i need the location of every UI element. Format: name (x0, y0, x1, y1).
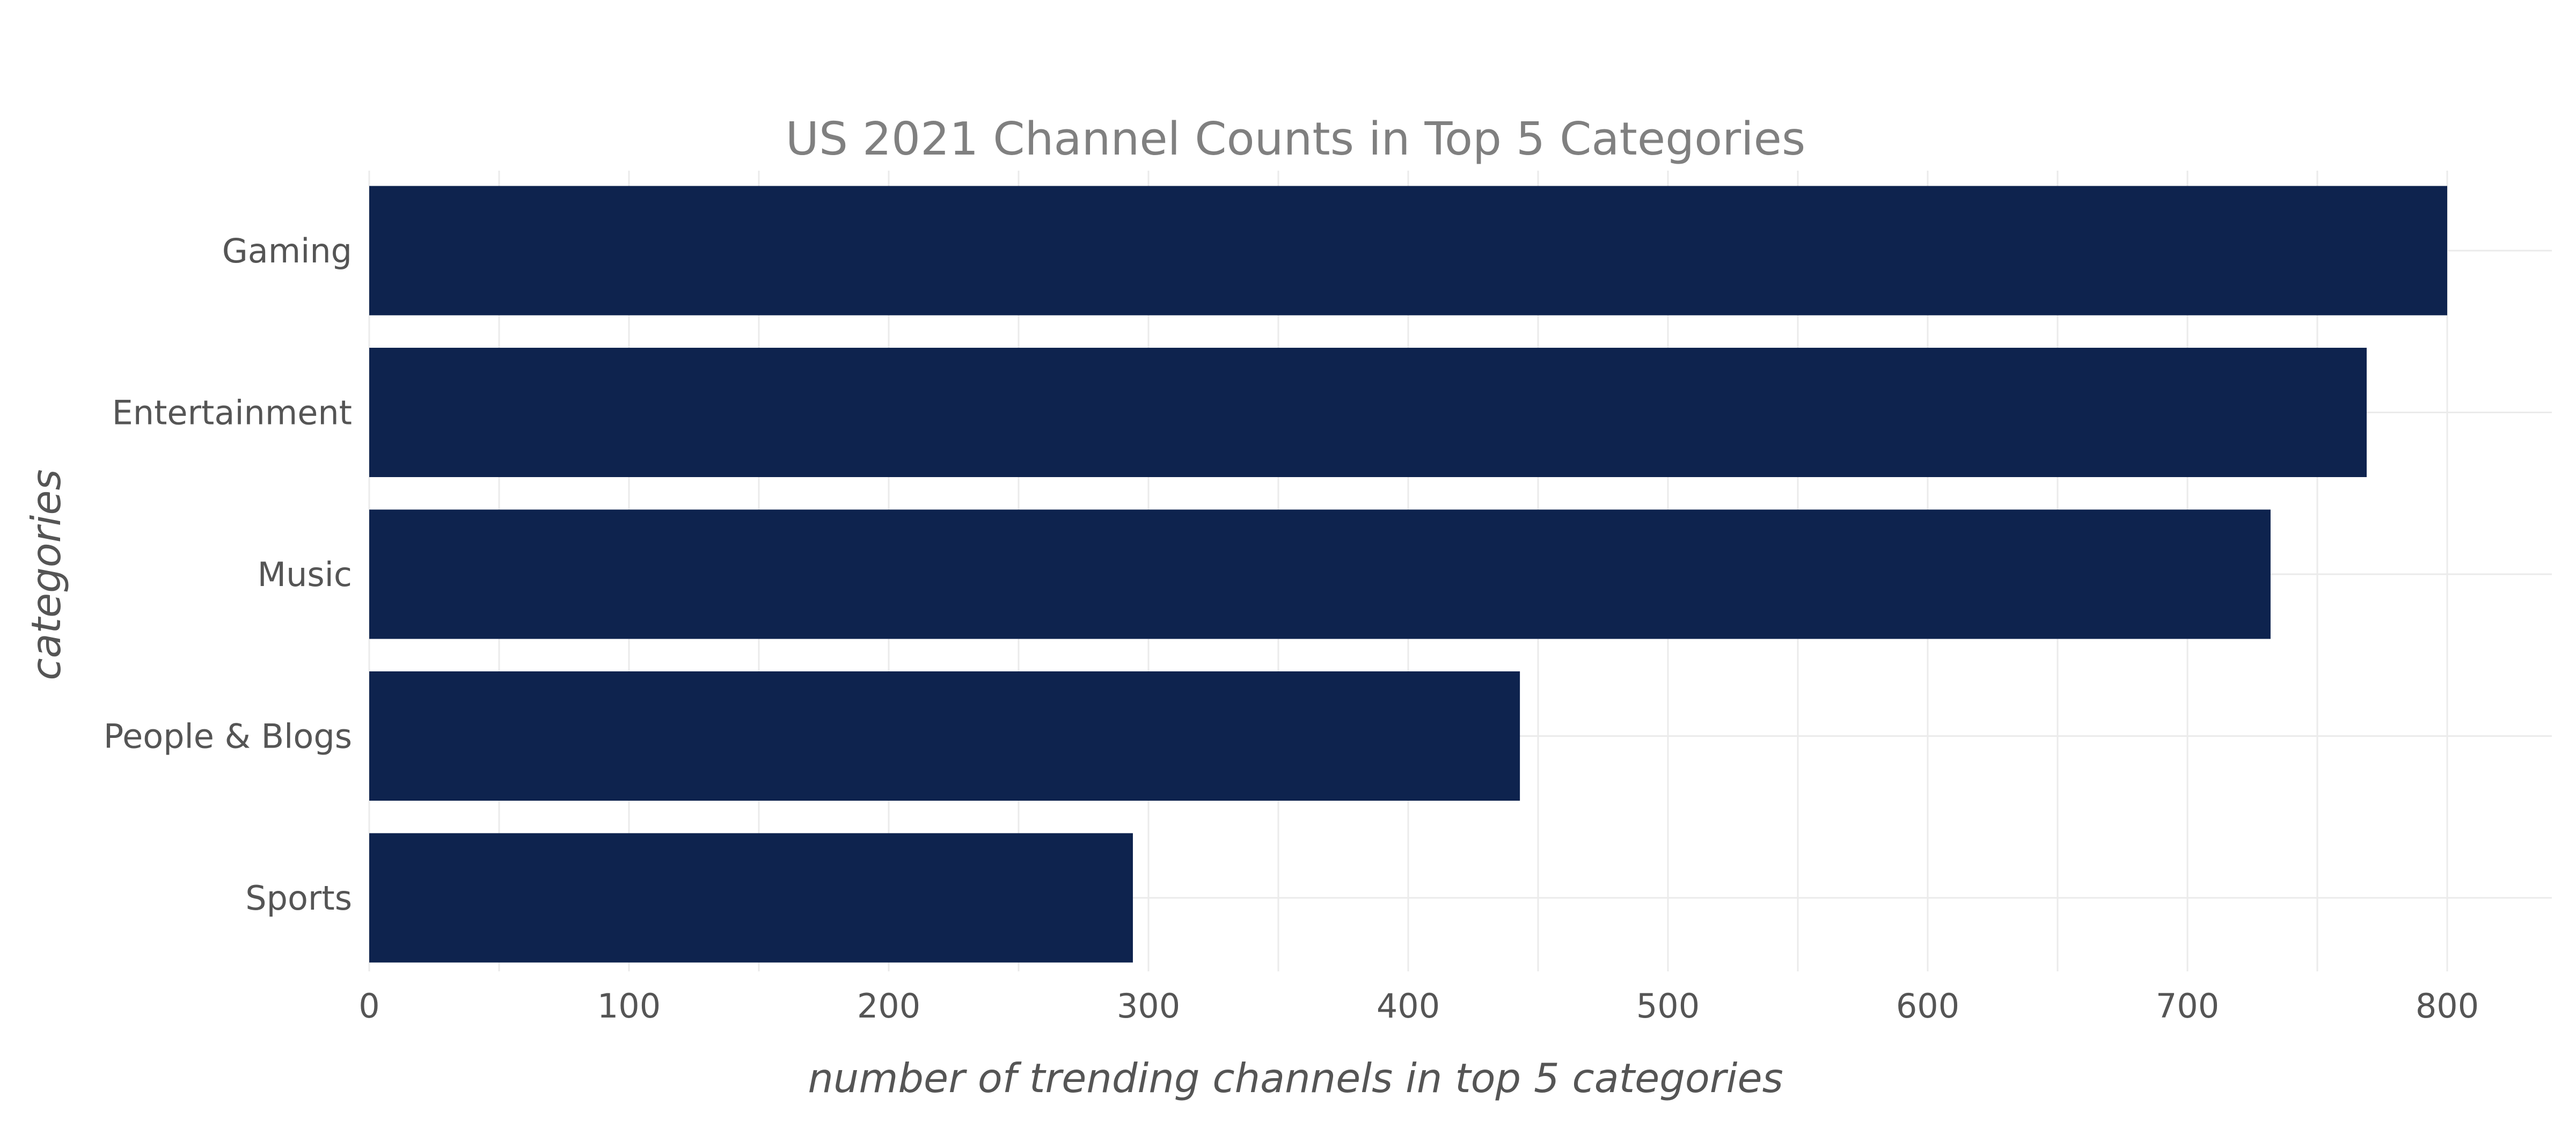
bar-entertainment (369, 348, 2367, 477)
x-tick-label: 0 (358, 986, 379, 1026)
y-tick-label: Sports (245, 879, 352, 918)
y-axis-title: categories (23, 469, 70, 680)
x-tick-label: 800 (2416, 986, 2479, 1026)
chart-title: US 2021 Channel Counts in Top 5 Categori… (786, 113, 1805, 166)
bars (369, 186, 2447, 963)
x-tick-label: 700 (2156, 986, 2219, 1026)
y-tick-label: Entertainment (112, 393, 352, 433)
x-tick-label: 300 (1117, 986, 1180, 1026)
x-tick-label: 600 (1896, 986, 1959, 1026)
y-tick-label: People & Blogs (104, 717, 352, 756)
y-tick-labels: Gaming Entertainment Music People & Blogs Sp… (104, 231, 352, 918)
x-tick-label: 400 (1377, 986, 1440, 1026)
bar-music (369, 509, 2271, 639)
y-tick-label: Gaming (222, 231, 352, 270)
x-axis-title: number of trending channels in top 5 cat… (808, 1055, 1783, 1102)
bar-people-blogs (369, 671, 1520, 801)
x-tick-label: 200 (857, 986, 920, 1026)
x-tick-labels: 0 100 200 300 400 500 600 700 800 (358, 986, 2479, 1026)
x-tick-label: 100 (597, 986, 661, 1026)
y-tick-label: Music (258, 555, 352, 594)
bar-gaming (369, 186, 2447, 316)
x-tick-label: 500 (1636, 986, 1700, 1026)
bar-sports (369, 833, 1133, 963)
